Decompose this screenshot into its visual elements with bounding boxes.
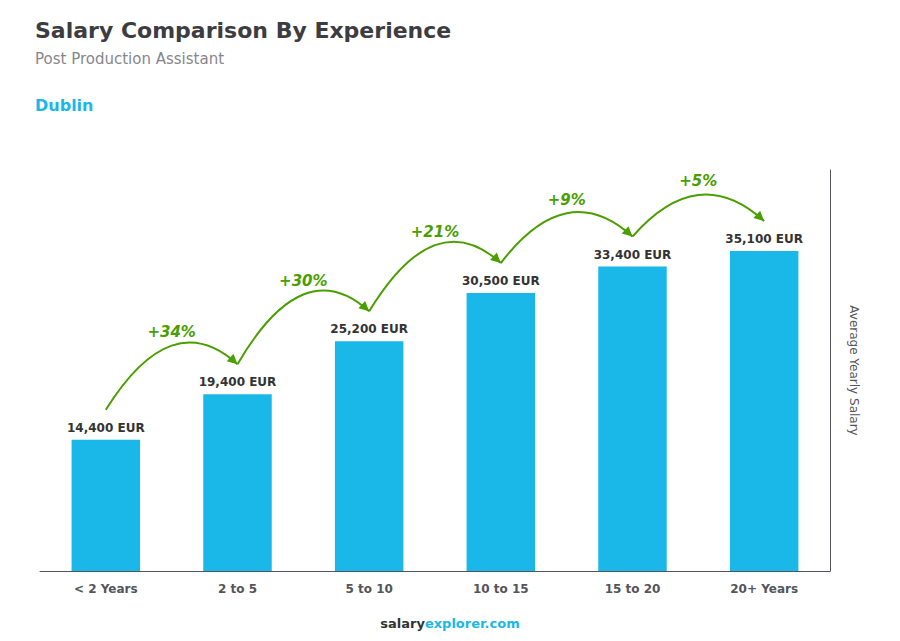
svg-text:Average Yearly Salary: Average Yearly Salary	[847, 305, 861, 435]
svg-text:+34%: +34%	[147, 323, 195, 341]
svg-text:salary: salary	[380, 616, 425, 631]
svg-text:Salary Comparison By Experienc: Salary Comparison By Experience	[35, 18, 451, 43]
svg-text:19,400 EUR: 19,400 EUR	[199, 375, 277, 389]
svg-text:explorer.com: explorer.com	[425, 616, 520, 631]
svg-text:Dublin: Dublin	[35, 96, 93, 115]
svg-text:+21%: +21%	[411, 223, 459, 241]
svg-text:+30%: +30%	[279, 272, 327, 290]
svg-text:33,400 EUR: 33,400 EUR	[594, 248, 672, 262]
svg-text:25,200 EUR: 25,200 EUR	[330, 322, 408, 336]
svg-text:+9%: +9%	[548, 191, 586, 209]
svg-text:+5%: +5%	[679, 172, 717, 190]
svg-text:14,400 EUR: 14,400 EUR	[67, 421, 145, 435]
svg-text:5 to 10: 5 to 10	[345, 582, 392, 596]
svg-text:30,500 EUR: 30,500 EUR	[462, 274, 540, 288]
svg-text:< 2 Years: < 2 Years	[74, 582, 138, 596]
svg-text:35,100 EUR: 35,100 EUR	[725, 232, 803, 246]
svg-text:20+ Years: 20+ Years	[730, 582, 798, 596]
svg-text:Post Production Assistant: Post Production Assistant	[35, 50, 224, 68]
svg-text:15 to 20: 15 to 20	[605, 582, 661, 596]
svg-text:10 to 15: 10 to 15	[473, 582, 529, 596]
svg-text:2 to 5: 2 to 5	[218, 582, 257, 596]
